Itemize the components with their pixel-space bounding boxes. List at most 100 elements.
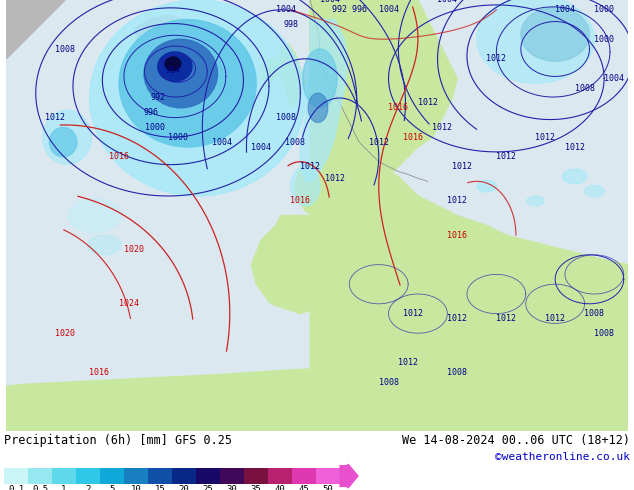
Text: 20: 20 [179,485,190,490]
Text: 50: 50 [323,485,333,490]
Text: 1008: 1008 [285,138,306,147]
Ellipse shape [158,52,192,81]
Text: 1012: 1012 [545,314,565,323]
Ellipse shape [68,198,122,233]
Text: 992 996: 992 996 [332,5,367,14]
Ellipse shape [89,0,305,196]
Text: 40: 40 [275,485,285,490]
Text: 1012: 1012 [300,162,320,171]
Text: 1008: 1008 [276,113,295,122]
Text: 1024: 1024 [119,299,139,308]
Text: 30: 30 [226,485,237,490]
Text: 15: 15 [155,485,165,490]
Text: 1000: 1000 [168,133,188,142]
Text: 1012: 1012 [565,143,585,151]
Text: 1012: 1012 [447,196,467,205]
Ellipse shape [119,20,256,147]
Bar [76,468,100,484]
Text: 1012: 1012 [432,123,453,132]
Text: 1004: 1004 [378,5,399,14]
Text: 1012: 1012 [496,314,516,323]
Bar [100,468,124,484]
Bar [196,468,220,484]
Polygon shape [276,44,305,108]
Ellipse shape [290,167,320,206]
Text: 1020: 1020 [124,245,144,254]
Text: 998: 998 [283,20,298,29]
Text: 1004: 1004 [437,0,457,4]
Text: 1004: 1004 [604,74,624,83]
Ellipse shape [49,127,77,157]
Text: 1016: 1016 [290,196,310,205]
Text: 996: 996 [144,108,159,117]
Bar [172,468,196,484]
Polygon shape [310,0,457,176]
Polygon shape [310,0,628,431]
Text: 1004: 1004 [555,5,575,14]
Text: 35: 35 [250,485,261,490]
Text: 1012: 1012 [369,138,389,147]
Text: 1016: 1016 [447,231,467,240]
Text: 2: 2 [86,485,91,490]
Polygon shape [301,20,347,181]
Text: 1016: 1016 [389,103,408,112]
Ellipse shape [165,57,181,71]
Text: 1012: 1012 [447,314,467,323]
Ellipse shape [303,49,337,108]
Text: 5: 5 [109,485,115,490]
Polygon shape [261,59,279,83]
Text: 1004: 1004 [320,0,340,4]
Text: 1000: 1000 [145,123,165,132]
Ellipse shape [308,93,328,122]
Text: 1012: 1012 [403,309,423,318]
Bar [316,468,340,484]
Text: 0.1: 0.1 [8,485,24,490]
Ellipse shape [585,185,604,197]
Text: 1012: 1012 [486,54,507,63]
Text: Precipitation (6h) [mm] GFS 0.25: Precipitation (6h) [mm] GFS 0.25 [4,434,232,447]
Bar [4,468,28,484]
Bar [52,468,76,484]
Ellipse shape [144,39,217,108]
Bar [292,468,316,484]
Ellipse shape [521,7,590,61]
Ellipse shape [477,0,594,83]
Ellipse shape [527,196,545,206]
Text: 1012: 1012 [325,174,345,183]
Ellipse shape [87,235,122,255]
Polygon shape [295,152,378,225]
Bar [28,468,52,484]
Text: 1004: 1004 [251,143,271,151]
Text: 1004: 1004 [212,138,232,147]
Ellipse shape [562,169,587,184]
Text: 1012: 1012 [46,113,65,122]
Text: 1012: 1012 [418,98,437,107]
Text: 1000: 1000 [594,35,614,44]
Text: 1012: 1012 [496,152,516,161]
Bar [124,468,148,484]
Polygon shape [6,0,65,59]
Text: 1012: 1012 [535,133,555,142]
Text: 10: 10 [131,485,141,490]
Text: 1012: 1012 [452,162,472,171]
Text: 1016: 1016 [89,368,110,377]
Text: 1: 1 [61,485,67,490]
Text: 1000: 1000 [594,5,614,14]
Text: 0.5: 0.5 [32,485,48,490]
Text: 1020: 1020 [55,329,75,338]
Bar [220,468,244,484]
FancyArrow shape [340,464,358,488]
Text: 984: 984 [165,66,181,75]
Text: We 14-08-2024 00..06 UTC (18+12): We 14-08-2024 00..06 UTC (18+12) [402,434,630,447]
Bar [244,468,268,484]
Ellipse shape [42,110,91,164]
Text: 1004: 1004 [276,5,295,14]
Polygon shape [6,353,628,431]
Text: 25: 25 [203,485,214,490]
Text: 45: 45 [299,485,309,490]
Text: 1008: 1008 [574,84,595,93]
Text: 1016: 1016 [109,152,129,161]
Polygon shape [251,216,359,314]
Text: 1008: 1008 [55,45,75,53]
Polygon shape [134,15,188,49]
